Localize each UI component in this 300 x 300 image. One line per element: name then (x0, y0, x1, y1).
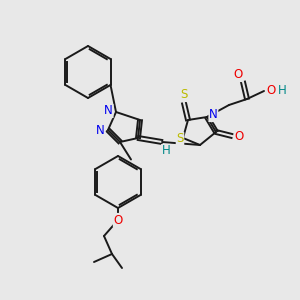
Text: O: O (266, 83, 276, 97)
Text: S: S (180, 88, 188, 101)
Text: N: N (96, 124, 105, 136)
Text: H: H (278, 83, 287, 97)
Text: S: S (176, 133, 184, 146)
Text: O: O (113, 214, 123, 226)
Text: H: H (162, 145, 170, 158)
Text: N: N (209, 109, 218, 122)
Text: O: O (234, 130, 244, 142)
Text: N: N (104, 104, 113, 118)
Text: O: O (233, 68, 243, 82)
